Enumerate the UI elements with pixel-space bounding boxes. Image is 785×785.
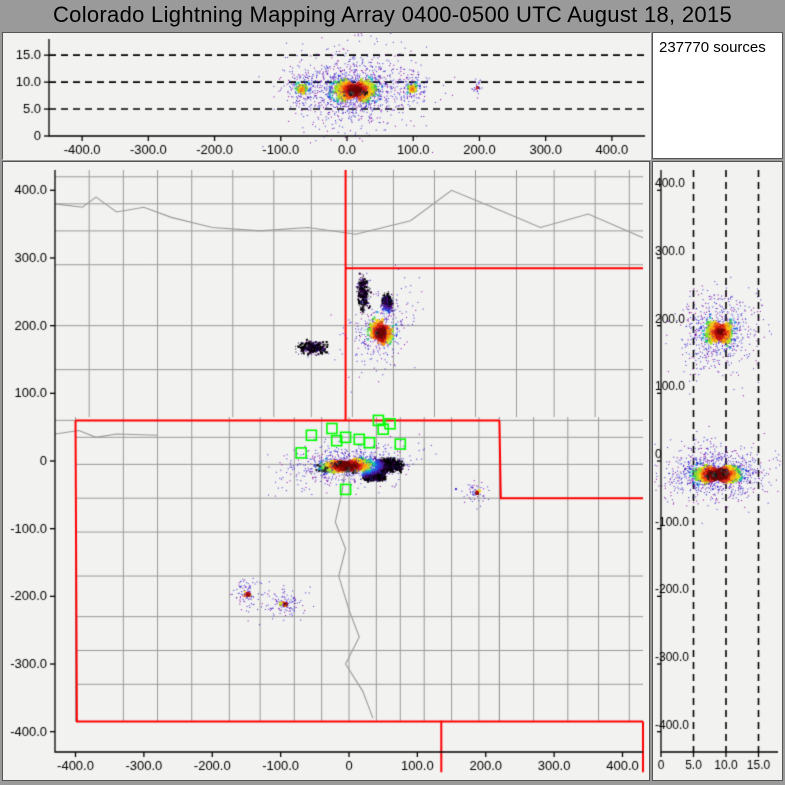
main-map-panel[interactable] [2,161,650,781]
page-title: Colorado Lightning Mapping Array 0400-05… [53,2,732,28]
top-altitude-histogram-panel [2,32,650,159]
lma-application: Colorado Lightning Mapping Array 0400-05… [0,0,785,785]
top-altitude-canvas [3,33,651,160]
sources-count-label: 237770 sources [659,39,766,56]
side-altitude-panel [652,161,783,781]
sources-count-panel: 237770 sources [652,32,783,159]
main-map-canvas[interactable] [3,162,650,781]
side-altitude-canvas [653,162,783,781]
title-bar: Colorado Lightning Mapping Array 0400-05… [0,0,785,30]
